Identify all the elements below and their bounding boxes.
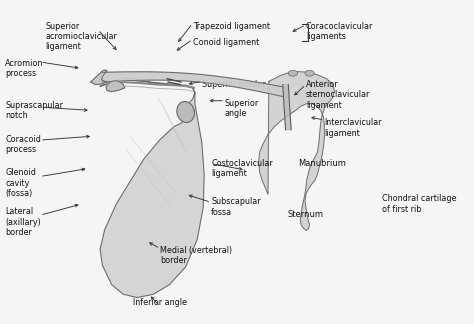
Polygon shape [102,72,283,97]
Polygon shape [283,85,291,130]
Text: Acromion
process: Acromion process [5,59,44,78]
Text: Coracoid
process: Coracoid process [5,134,41,154]
Text: Subscapular
fossa: Subscapular fossa [211,198,261,217]
Text: Manubrium: Manubrium [298,159,346,168]
Text: Medial (vertebral)
border: Medial (vertebral) border [160,246,232,265]
Text: Chondral cartilage
of first rib: Chondral cartilage of first rib [382,194,456,214]
Text: Coracoclavicular
ligaments: Coracoclavicular ligaments [306,22,373,41]
Polygon shape [91,70,107,85]
Text: Suprascapular
notch: Suprascapular notch [5,101,64,120]
Text: Superior
angle: Superior angle [225,99,259,119]
Polygon shape [100,78,204,297]
Text: Superior border: Superior border [202,80,265,89]
Text: Inferior angle: Inferior angle [133,298,187,307]
Text: Superior
acromioclavicular
ligament: Superior acromioclavicular ligament [46,22,118,52]
Text: Glenoid
cavity
(fossa): Glenoid cavity (fossa) [5,168,36,198]
Text: Sternum: Sternum [288,210,324,219]
Text: Anterior
sternoclavicular
ligament: Anterior sternoclavicular ligament [306,80,370,110]
Ellipse shape [177,101,194,122]
Ellipse shape [288,70,298,76]
Text: Interclavicular
ligament: Interclavicular ligament [324,119,382,138]
Text: Conoid ligament: Conoid ligament [192,38,259,47]
Text: Lateral
(axillary)
border: Lateral (axillary) border [5,207,41,237]
Polygon shape [106,81,125,92]
Text: Costoclavicular
ligament: Costoclavicular ligament [211,159,273,178]
Polygon shape [259,72,335,230]
Ellipse shape [305,70,314,76]
Text: Trapezoid ligament: Trapezoid ligament [192,22,270,31]
